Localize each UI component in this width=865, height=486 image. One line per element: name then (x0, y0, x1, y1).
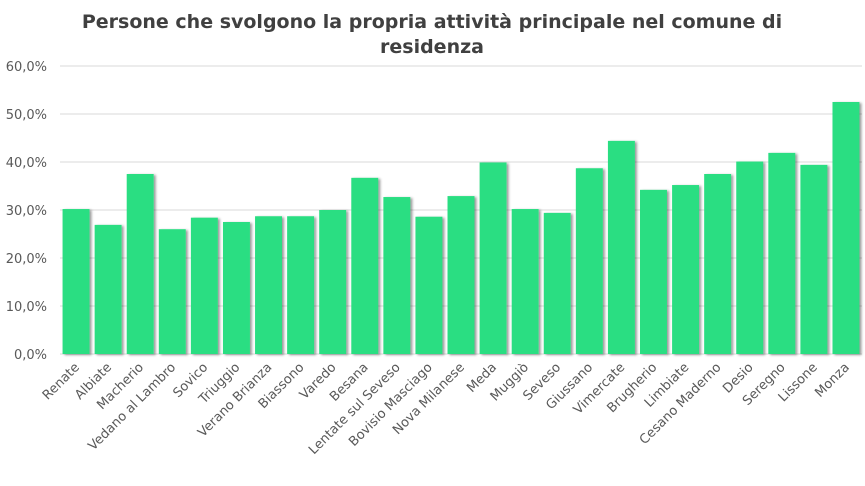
bar (383, 197, 411, 354)
bar (287, 216, 315, 354)
bar (575, 168, 603, 354)
y-tick-label: 20,0% (6, 252, 47, 267)
bar (351, 177, 379, 354)
bar (800, 164, 828, 354)
bar (607, 140, 635, 354)
bar (94, 224, 122, 354)
x-category-label: Monza (812, 360, 852, 400)
bar (640, 189, 667, 354)
bar (190, 217, 218, 354)
y-tick-label: 10,0% (6, 300, 47, 315)
y-tick-label: 50,0% (6, 108, 47, 123)
bar (447, 196, 475, 354)
bar (415, 216, 443, 354)
bar (543, 212, 571, 354)
bar (126, 174, 154, 354)
y-tick-label: 40,0% (6, 156, 47, 171)
bar (319, 210, 347, 354)
bar (704, 174, 732, 354)
chart-title-line-1: Persone che svolgono la propria attività… (82, 11, 782, 33)
bar (768, 152, 796, 354)
y-tick-label: 0,0% (14, 348, 47, 363)
bar (736, 161, 764, 354)
bar (672, 185, 700, 354)
bar (832, 102, 860, 354)
bar (511, 209, 539, 354)
chart-title-line-2: residenza (380, 36, 484, 58)
bar (222, 222, 250, 354)
bar (158, 229, 186, 354)
y-tick-label: 30,0% (6, 204, 47, 219)
bar (255, 216, 282, 354)
bar (479, 162, 507, 354)
y-tick-label: 60,0% (6, 60, 47, 75)
bar (62, 209, 90, 354)
